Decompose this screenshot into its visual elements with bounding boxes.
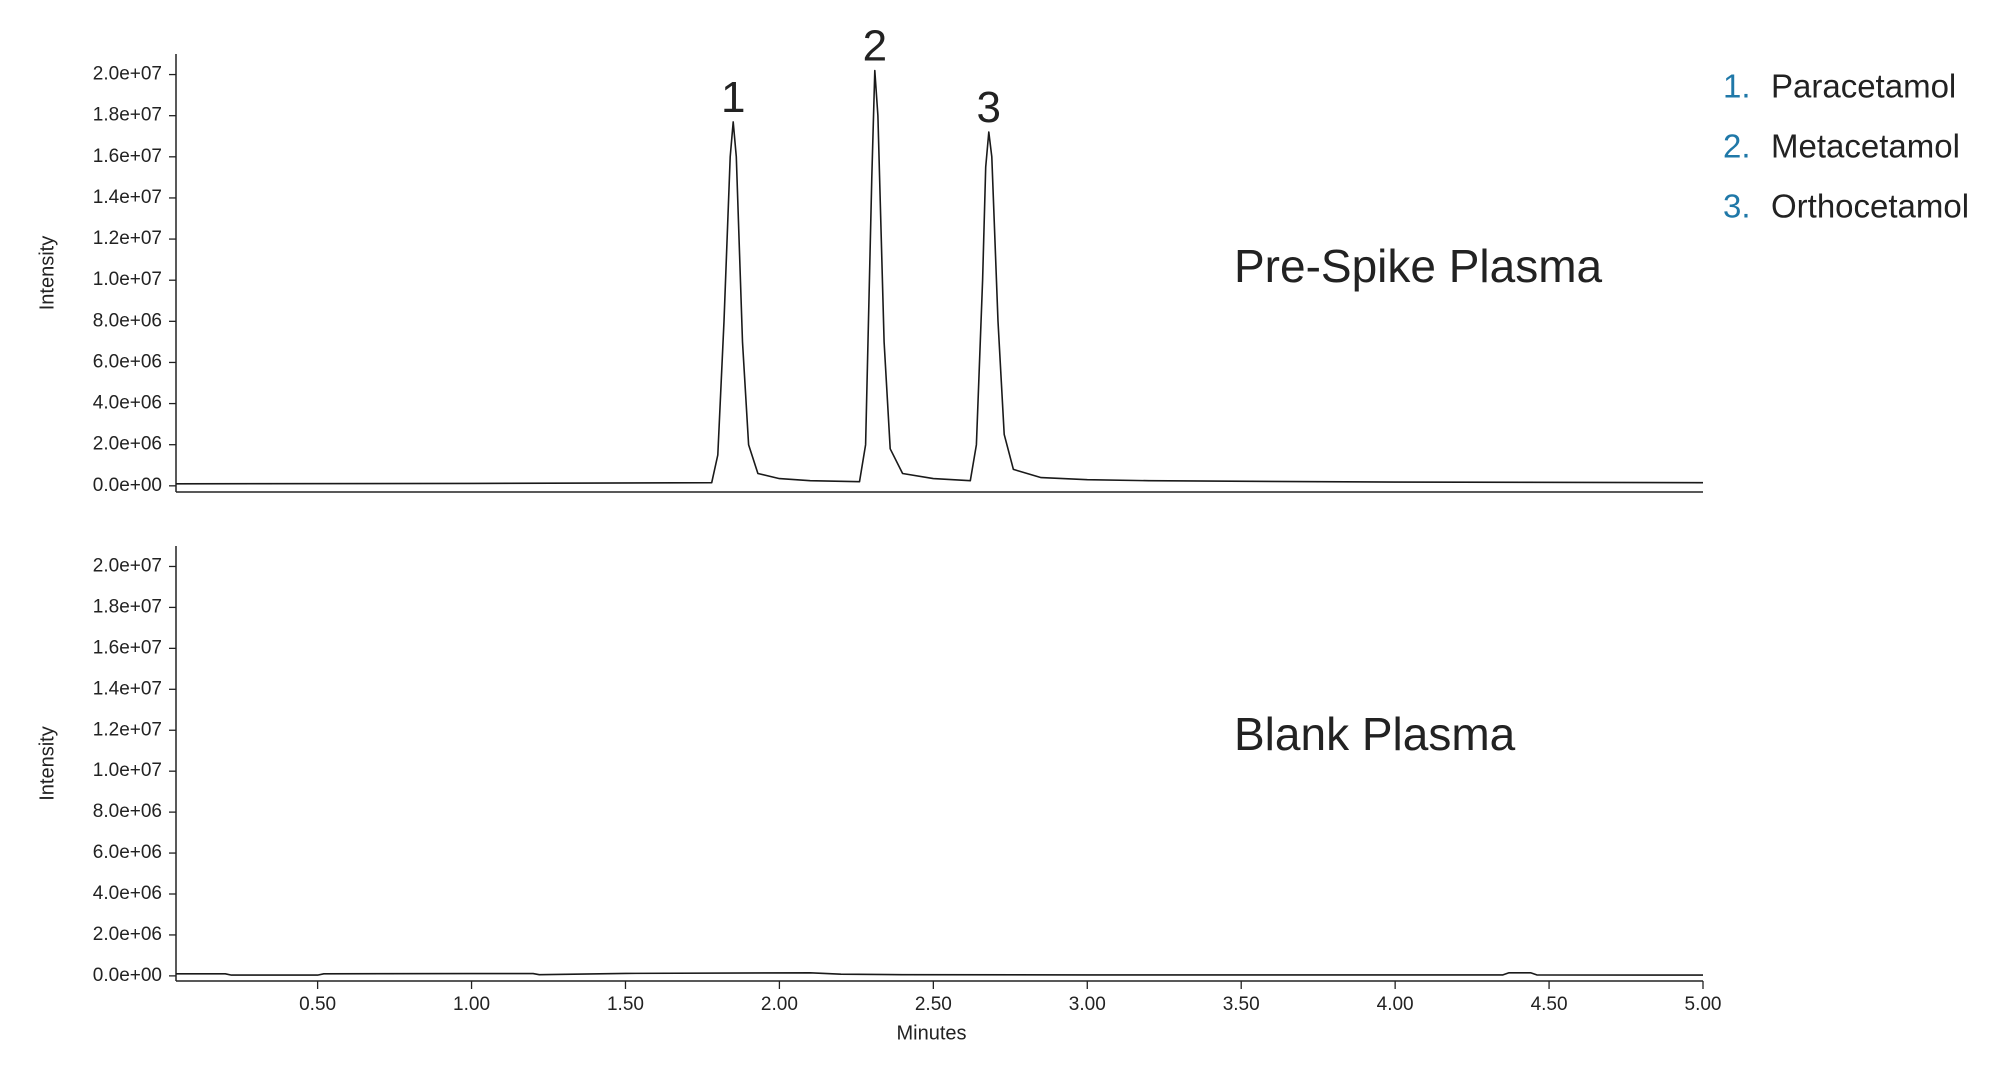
panel-label: Blank Plasma xyxy=(1234,708,1516,760)
panel-label: Pre-Spike Plasma xyxy=(1234,240,1603,292)
trace xyxy=(176,972,1704,976)
x-tick-label: 3.00 xyxy=(1069,994,1106,1015)
y-axis-title: Intensity xyxy=(36,236,58,310)
y-tick-label: 1.0e+07 xyxy=(93,269,162,290)
x-tick-label: 0.50 xyxy=(299,994,336,1015)
legend-number: 1. xyxy=(1723,68,1751,105)
y-tick-label: 1.6e+07 xyxy=(93,146,162,167)
legend-number: 2. xyxy=(1723,128,1751,165)
x-tick-label: 1.50 xyxy=(607,994,644,1015)
y-tick-label: 2.0e+07 xyxy=(93,555,162,576)
legend-name: Orthocetamol xyxy=(1771,188,1969,225)
y-tick-label: 4.0e+06 xyxy=(93,883,162,904)
y-tick-label: 1.2e+07 xyxy=(93,228,162,249)
y-tick-label: 2.0e+06 xyxy=(93,434,162,455)
y-tick-label: 8.0e+06 xyxy=(93,801,162,822)
legend-name: Metacetamol xyxy=(1771,128,1960,165)
x-axis-title: Minutes xyxy=(896,1022,966,1044)
y-tick-label: 1.2e+07 xyxy=(93,719,162,740)
y-tick-label: 4.0e+06 xyxy=(93,393,162,414)
peak-label: 1 xyxy=(721,73,745,122)
legend-name: Paracetamol xyxy=(1771,68,1956,105)
y-tick-label: 2.0e+07 xyxy=(93,64,162,85)
x-tick-label: 4.50 xyxy=(1531,994,1568,1015)
y-tick-label: 1.0e+07 xyxy=(93,760,162,781)
y-axis-title: Intensity xyxy=(36,726,58,800)
y-tick-label: 0.0e+00 xyxy=(93,965,162,986)
y-tick-label: 1.8e+07 xyxy=(93,596,162,617)
y-tick-label: 1.4e+07 xyxy=(93,187,162,208)
x-tick-label: 4.00 xyxy=(1377,994,1414,1015)
y-tick-label: 1.8e+07 xyxy=(93,105,162,126)
x-tick-label: 1.00 xyxy=(453,994,490,1015)
y-tick-label: 2.0e+06 xyxy=(93,924,162,945)
y-tick-label: 1.6e+07 xyxy=(93,637,162,658)
legend-number: 3. xyxy=(1723,188,1751,225)
y-tick-label: 6.0e+06 xyxy=(93,351,162,372)
peak-label: 3 xyxy=(977,83,1001,132)
x-tick-label: 3.50 xyxy=(1223,994,1260,1015)
trace xyxy=(175,69,1704,485)
y-tick-label: 6.0e+06 xyxy=(93,842,162,863)
y-tick-label: 1.4e+07 xyxy=(93,678,162,699)
y-tick-label: 0.0e+00 xyxy=(93,475,162,496)
y-tick-label: 8.0e+06 xyxy=(93,310,162,331)
peak-label: 2 xyxy=(863,21,887,70)
x-tick-label: 2.50 xyxy=(915,994,952,1015)
x-tick-label: 2.00 xyxy=(761,994,798,1015)
x-tick-label: 5.00 xyxy=(1685,994,1722,1015)
